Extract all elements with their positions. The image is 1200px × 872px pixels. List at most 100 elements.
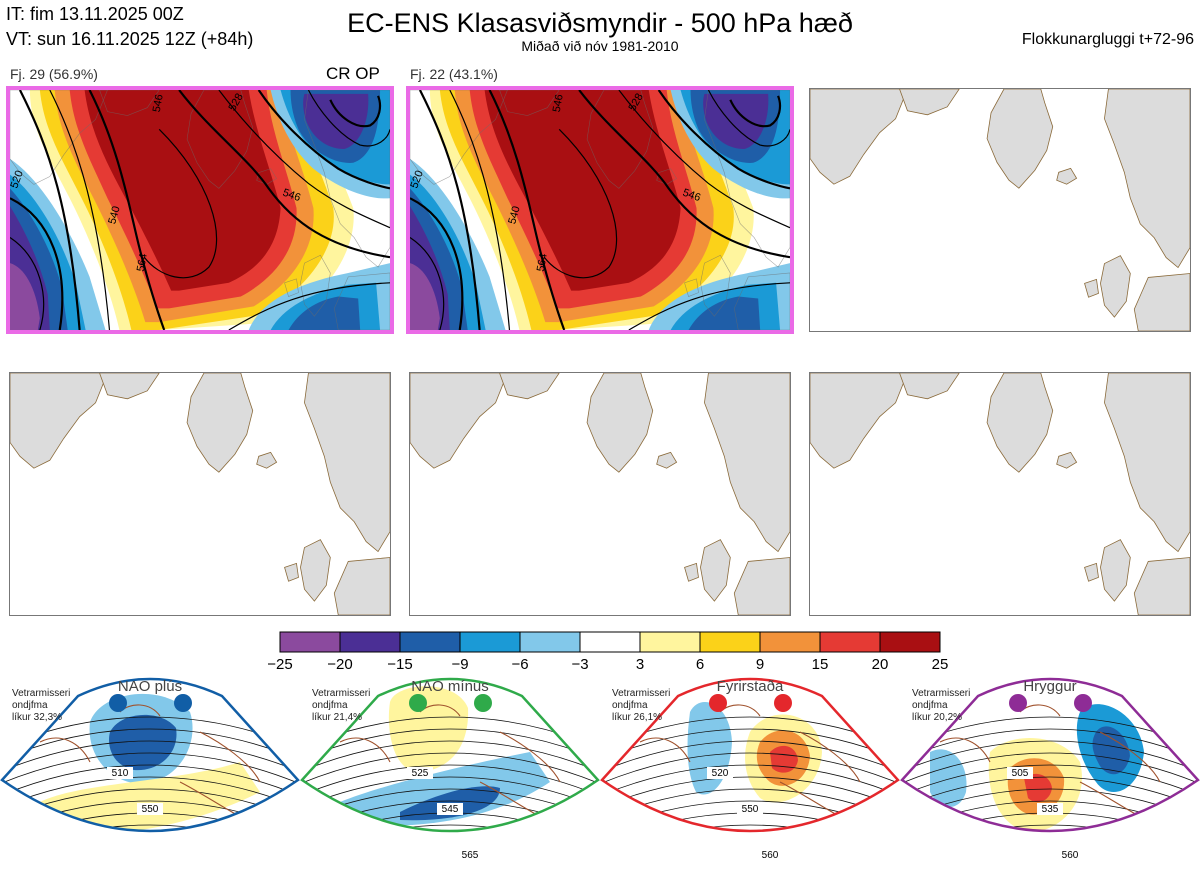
height-contour xyxy=(88,90,166,330)
map-base xyxy=(410,373,790,615)
cluster-3-map-empty xyxy=(809,88,1191,332)
land-mass xyxy=(1056,167,1078,185)
coastline xyxy=(10,90,108,185)
regime-contour xyxy=(602,776,898,813)
contour-label: 564 xyxy=(135,253,150,273)
height-contour xyxy=(628,282,790,330)
land-mass xyxy=(284,562,299,582)
colorbar-tick-label: −9 xyxy=(451,656,469,673)
height-contour xyxy=(410,237,445,330)
regime-coastline xyxy=(939,737,991,763)
colorbar-swatch xyxy=(279,631,341,653)
regime-contour-label: 550 xyxy=(742,804,759,815)
coastline xyxy=(499,90,560,116)
height-contour xyxy=(418,90,481,330)
regime-contour xyxy=(302,776,598,813)
cluster-2-map: 546 528 520 546 540 564 xyxy=(406,86,794,334)
regime-marker-dot xyxy=(774,694,792,712)
regime-stat: Vetrarmisseri ondjfma líkur 20,2% xyxy=(912,688,970,724)
cluster-4-map-empty xyxy=(9,372,391,616)
anomaly-negative xyxy=(288,296,361,330)
land-layer xyxy=(810,373,1190,615)
colorbar xyxy=(279,631,941,653)
land-mass xyxy=(333,557,390,615)
regime-contour-label-bg xyxy=(107,767,133,779)
coastline xyxy=(284,278,299,297)
init-time: IT: fim 13.11.2025 00Z xyxy=(6,4,184,24)
land-layer xyxy=(810,89,1190,331)
regime-contour-label: 535 xyxy=(1042,804,1059,815)
regime-marker-dot xyxy=(474,694,492,712)
land-mass xyxy=(733,557,790,615)
land-mass xyxy=(684,562,699,582)
regime-ridge: 505 535 560 Hryggur Vetrarmisseri ondjfma … xyxy=(900,672,1200,872)
height-contour xyxy=(707,90,790,147)
cluster-2-label: Fj. 22 (43.1%) xyxy=(410,66,498,82)
regime-contour xyxy=(602,824,898,831)
map-base xyxy=(810,89,1190,331)
land-mass xyxy=(1100,539,1131,602)
height-contour xyxy=(228,282,390,330)
land-mass xyxy=(1056,451,1078,469)
regime-contour xyxy=(602,764,898,801)
land-mass xyxy=(986,89,1054,189)
land-mass xyxy=(1104,373,1190,553)
land-mass xyxy=(10,373,108,469)
land-mass xyxy=(700,539,731,602)
classification-window: Flokkunargluggi t+72-96 xyxy=(1021,31,1194,48)
colorbar-swatch xyxy=(579,631,641,653)
colorbar-tick-label: −6 xyxy=(511,656,529,673)
page-title: EC-ENS Klasasviðsmyndir - 500 hPa hæð xyxy=(347,8,853,38)
regime-contour-label-bg xyxy=(407,767,433,779)
regime-anomaly xyxy=(1092,726,1130,775)
regime-anomaly xyxy=(930,749,967,807)
height-contour xyxy=(410,197,464,330)
regime-contour-label: 565 xyxy=(462,850,479,861)
coastline xyxy=(99,90,160,116)
regime-contour xyxy=(302,740,598,777)
colorbar-swatch xyxy=(639,631,701,653)
colorbar-swatch xyxy=(759,631,821,653)
regime-title: Fyrirstaða xyxy=(716,678,784,695)
regime-marker-dot xyxy=(409,694,427,712)
height-contour xyxy=(329,95,382,128)
height-contour xyxy=(488,90,566,330)
regime-frame xyxy=(600,677,900,833)
contour-label: 540 xyxy=(106,205,122,226)
colorbar-swatch xyxy=(879,631,941,653)
regime-stat-line: ondjfma xyxy=(312,700,348,711)
regime-coastline xyxy=(799,731,861,783)
cluster-5-map-empty xyxy=(409,372,791,616)
map-base xyxy=(10,373,390,615)
regime-contour xyxy=(902,776,1198,813)
height-contour xyxy=(257,90,390,190)
regime-contour-label-bg xyxy=(757,849,783,861)
coastline xyxy=(656,168,678,185)
regime-contour xyxy=(902,824,1198,831)
regime-stat: Vetrarmisseri ondjfma líkur 32,3% xyxy=(12,688,70,724)
height-contour xyxy=(729,95,782,128)
anomaly-negative xyxy=(410,263,440,330)
regime-marker-dot xyxy=(109,694,127,712)
coastline xyxy=(410,90,508,185)
colorbar-tick-label: −25 xyxy=(267,656,293,673)
land-mass xyxy=(300,539,331,602)
land-mass xyxy=(704,373,790,553)
regime-stat-line: Vetrarmisseri xyxy=(612,688,671,699)
regime-blocking: 520 550 560 Fyrirstaða Vetrarmisseri ondjf… xyxy=(600,672,900,872)
contour-label: 546 xyxy=(281,187,302,204)
colorbar-swatch xyxy=(699,631,761,653)
land-mass xyxy=(1133,273,1190,331)
colorbar-swatch xyxy=(459,631,521,653)
land-mass xyxy=(256,451,278,469)
land-mass xyxy=(1104,89,1190,269)
regime-contour xyxy=(602,740,898,777)
regime-coastline xyxy=(1099,731,1161,783)
regime-contour xyxy=(902,764,1198,801)
cluster-6-map-empty xyxy=(809,372,1191,616)
regime-contour-label-bg xyxy=(437,803,463,815)
anomaly-negative xyxy=(688,296,761,330)
contour-label: 564 xyxy=(535,253,550,273)
regime-marker-dot xyxy=(1074,694,1092,712)
